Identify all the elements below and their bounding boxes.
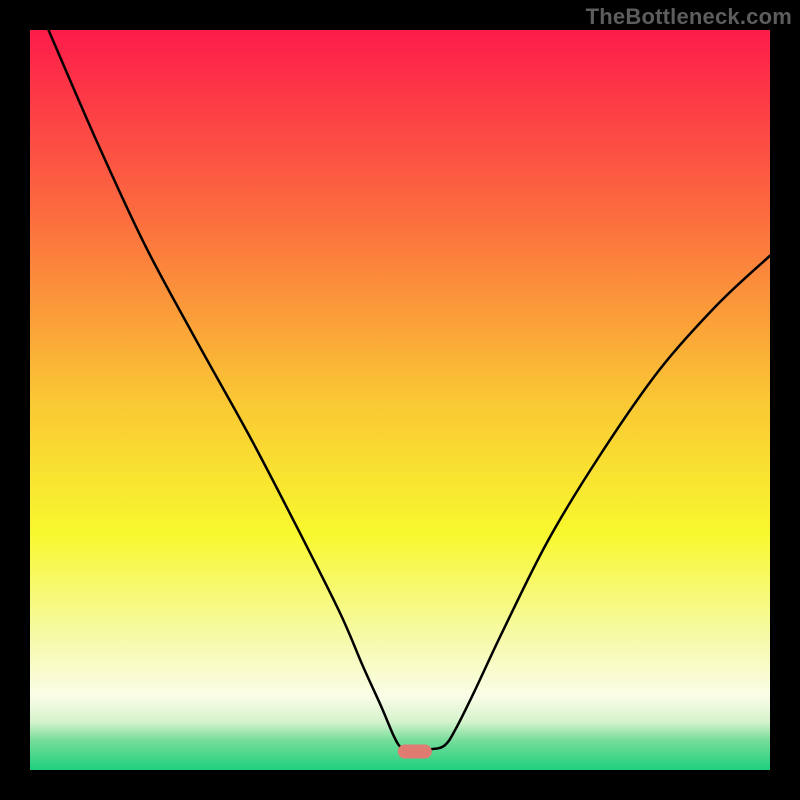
watermark-text: TheBottleneck.com [586,4,792,30]
chart-canvas: TheBottleneck.com [0,0,800,800]
minimum-marker [398,745,432,759]
chart-svg [0,0,800,800]
gradient-plot-area [30,30,770,770]
